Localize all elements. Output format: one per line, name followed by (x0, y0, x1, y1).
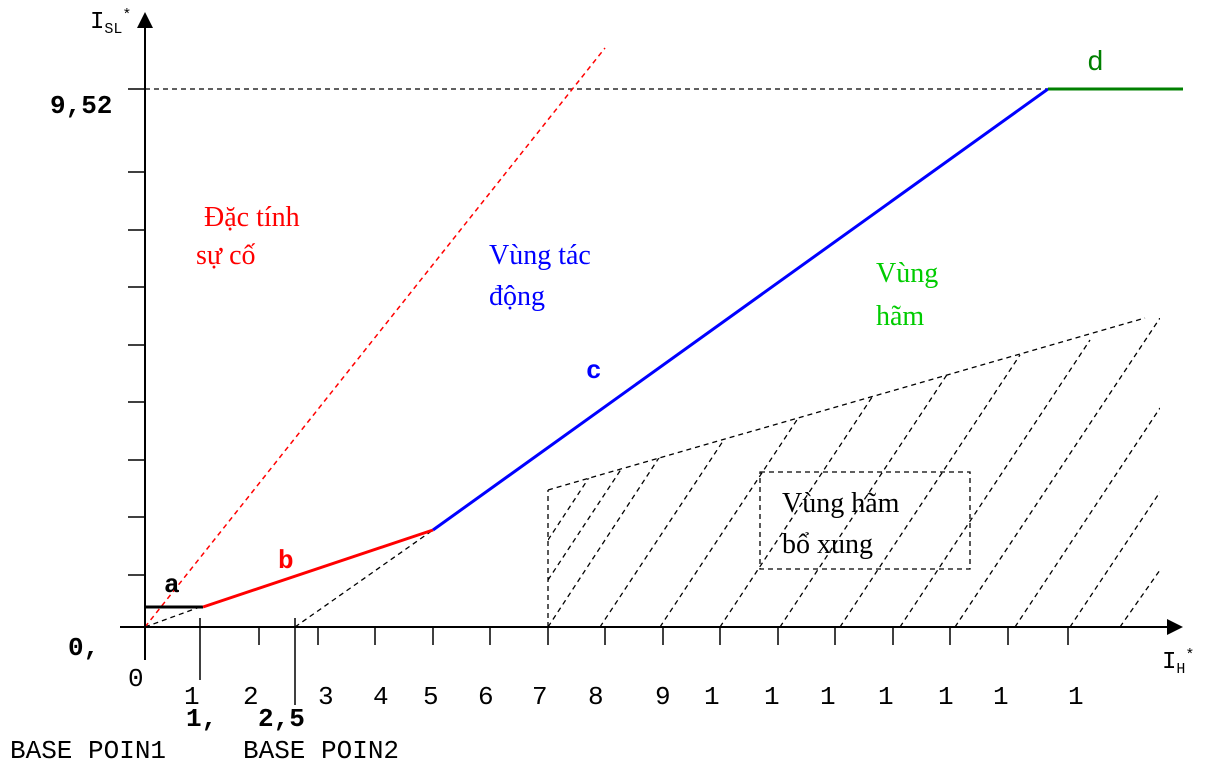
x-tick-label: 1 (1068, 682, 1084, 712)
base-point-1-label: BASE POIN1 (10, 736, 166, 766)
x-tick-label: 7 (532, 682, 548, 712)
segment-c-label: c (586, 356, 602, 386)
x-tick-label: 4 (373, 682, 389, 712)
x-tick-label: 0 (128, 664, 144, 694)
segment-b-label: b (278, 546, 294, 576)
x-tick-label: 1 (993, 682, 1009, 712)
breakpoint-label-1: 1, (186, 704, 217, 734)
y-label-max: 9,52 (50, 91, 112, 121)
x-tick-label: 1 (878, 682, 894, 712)
x-axis-ticks (199, 618, 1069, 705)
x-tick-label: 1 (938, 682, 954, 712)
supplementary-zone-label: Vùng hãm bổ xung (782, 488, 906, 560)
y-label-zero: 0, (68, 633, 99, 663)
supplementary-zone-outline (547, 317, 1146, 627)
x-tick-label: 2 (243, 682, 259, 712)
y-axis-title: ISL* (90, 7, 131, 38)
x-tick-label: 1 (820, 682, 836, 712)
breakpoint-label-2: 2,5 (258, 704, 305, 734)
segment-c-line (432, 87, 1049, 532)
x-tick-label: 3 (318, 682, 334, 712)
segment-a-label: a (164, 570, 180, 600)
x-tick-label: 6 (478, 682, 494, 712)
base-point-2-label: BASE POIN2 (243, 736, 399, 766)
segment-b-line (202, 528, 434, 609)
x-tick-label: 1 (704, 682, 720, 712)
extension-lines (144, 88, 1048, 628)
x-tick-label: 5 (423, 682, 439, 712)
fault-characteristic-line (144, 47, 606, 628)
fault-characteristic-label: Đặc tính sự cố (196, 202, 307, 271)
x-tick-label: 9 (655, 682, 671, 712)
restrain-zone-label: Vùng hãm (876, 258, 945, 332)
y-axis-ticks (128, 88, 145, 576)
x-tick-label: 8 (588, 682, 604, 712)
x-tick-label: 1 (184, 682, 200, 712)
x-axis-title: IH* (1162, 647, 1194, 678)
x-tick-labels: 0 1 2 3 4 5 6 7 8 9 1 1 1 1 1 1 1 (128, 664, 1084, 712)
operate-zone-label: Vùng tác động (489, 240, 598, 312)
segment-d-label: d (1087, 48, 1104, 79)
x-tick-label: 1 (764, 682, 780, 712)
